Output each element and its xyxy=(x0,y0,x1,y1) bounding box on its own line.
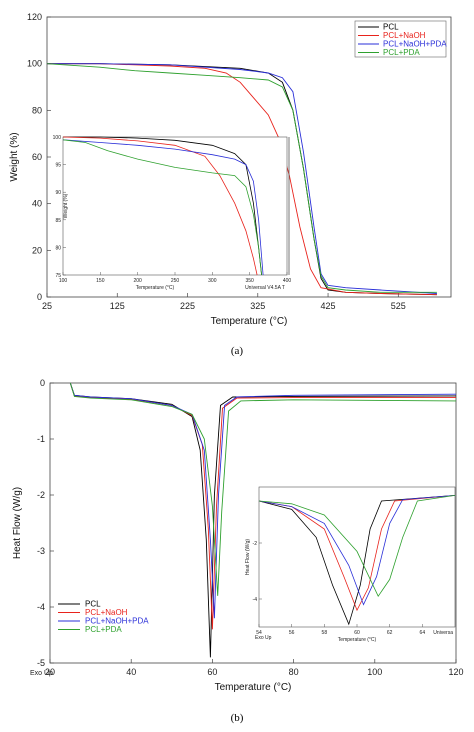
inset-x-tick-label: 250 xyxy=(171,278,180,284)
inset-series-line-pcl-naoh xyxy=(258,495,456,612)
caption-b: (b) xyxy=(231,712,244,724)
y-tick-label: 0 xyxy=(40,378,45,388)
y-tick-label: 120 xyxy=(27,12,42,22)
y-tick-label: 100 xyxy=(27,59,42,69)
legend-label: PCL+NaOH xyxy=(383,31,426,40)
y-axis-label: Weight (%) xyxy=(9,132,20,181)
inset-x-tick-label: 300 xyxy=(208,278,217,284)
inset-y-axis-label: Weight (%) xyxy=(63,193,69,218)
caption-a: (a) xyxy=(231,345,244,357)
x-tick-label: 80 xyxy=(289,667,299,677)
legend-label: PCL+NaOH xyxy=(85,608,128,617)
inset-y-tick-label: -4 xyxy=(253,597,258,603)
panel-b: 0 -1 -2 -3 -4 -520 40 60 80 100 120 Temperature (°C… xyxy=(12,378,464,724)
inset-series-line-pcl-naoh xyxy=(62,136,258,276)
series-line-pcl-pda xyxy=(69,382,457,596)
inset-frame xyxy=(258,486,456,628)
inset-x-tick-label: 100 xyxy=(59,278,68,284)
inset-x-tick-label: 400 xyxy=(283,278,292,284)
y-tick-label: -1 xyxy=(37,434,45,444)
x-tick-label: 225 xyxy=(180,301,195,311)
exo-up-note: Exo Up xyxy=(30,670,53,677)
x-tick-label: 100 xyxy=(367,667,382,677)
inset-note: Universal V4.5A T xyxy=(245,285,285,291)
inset-x-tick-label: 56 xyxy=(289,630,295,636)
y-tick-label: 20 xyxy=(32,245,42,255)
series-line-pcl-naoh-pda xyxy=(69,382,457,619)
series-line-pcl-pda xyxy=(46,63,437,293)
y-tick-label: -4 xyxy=(37,602,45,612)
inset-exo-up-note: Exo Up xyxy=(255,635,272,641)
inset-x-tick-label: 60 xyxy=(354,630,360,636)
inset-x-axis-label: Temperature (°C) xyxy=(136,285,175,291)
x-axis-label: Temperature (°C) xyxy=(215,682,292,693)
panel-a: 0 20 40 60 80 100 120 25 125 225 325 425 525 Temperat… xyxy=(9,12,452,357)
inset-series-line-pcl-naoh-pda xyxy=(258,495,456,606)
legend-label: PCL+NaOH+PDA xyxy=(383,40,447,49)
y-tick-label: -5 xyxy=(37,658,45,668)
x-tick-label: 25 xyxy=(42,301,52,311)
y-tick-label: -3 xyxy=(37,546,45,556)
inset-series-line-pcl xyxy=(258,495,456,626)
inset-series-line-pcl-naoh-pda xyxy=(62,139,264,276)
inset-frame xyxy=(62,136,288,276)
y-tick-label: 80 xyxy=(32,105,42,115)
legend-label: PCL+NaOH+PDA xyxy=(85,617,149,626)
y-tick-label: 0 xyxy=(37,292,42,302)
inset-y-tick-label: 80 xyxy=(55,245,61,251)
inset-series-line-pcl-pda xyxy=(258,495,456,598)
series-line-pcl-naoh-pda xyxy=(47,63,437,294)
series-line-pcl-naoh xyxy=(47,63,437,296)
legend-label: PCL xyxy=(85,600,101,609)
legend-label: PCL+PDA xyxy=(85,625,122,634)
inset-x-tick-label: 54 xyxy=(256,630,262,636)
x-axis-label: Temperature (°C) xyxy=(211,316,288,327)
inset-y-tick-label: 85 xyxy=(55,218,61,224)
inset-y-tick-label: 90 xyxy=(55,190,61,196)
inset-x-tick-label: 64 xyxy=(420,630,426,636)
inset-x-tick-label: 62 xyxy=(387,630,393,636)
inset-y-tick-label: 100 xyxy=(53,135,62,141)
inset-x-tick-label: 200 xyxy=(133,278,142,284)
legend-label: PCL+PDA xyxy=(383,48,420,57)
inset-y-tick-label: -2 xyxy=(253,541,258,547)
y-tick-label: 40 xyxy=(32,199,42,209)
x-tick-label: 40 xyxy=(126,667,136,677)
inset-b: 54 56 58 60 62 64 -2 -4 Temperature (°C) Heat Flo… xyxy=(245,486,456,643)
inset-x-tick-label: 350 xyxy=(245,278,254,284)
inset-note: Universa xyxy=(433,630,453,636)
inset-y-tick-label: 95 xyxy=(55,163,61,169)
inset-y-axis-label: Heat Flow (W/g) xyxy=(245,539,251,575)
inset-series-line-pcl xyxy=(63,136,262,276)
x-tick-label: 125 xyxy=(110,301,125,311)
y-axis-label: Heat Flow (W/g) xyxy=(12,487,23,559)
inset-x-axis-label: Temperature (°C) xyxy=(338,637,377,643)
inset-x-tick-label: 150 xyxy=(96,278,105,284)
x-tick-label: 60 xyxy=(207,667,217,677)
y-tick-label: 60 xyxy=(32,152,42,162)
inset-a: 100 150 200 250 300 350 400 75 80 85 90 95 100 Temper… xyxy=(53,135,292,291)
inset-y-tick-label: 75 xyxy=(55,273,61,279)
inset-x-tick-label: 58 xyxy=(322,630,328,636)
x-tick-label: 20 xyxy=(45,667,55,677)
legend-label: PCL xyxy=(383,23,399,32)
inset-series-line-pcl-pda xyxy=(62,139,262,276)
x-tick-label: 525 xyxy=(391,301,406,311)
y-tick-label: -2 xyxy=(37,490,45,500)
x-tick-label: 120 xyxy=(448,667,463,677)
x-tick-label: 425 xyxy=(321,301,336,311)
series-line-pcl-naoh xyxy=(69,382,456,630)
x-tick-label: 325 xyxy=(250,301,265,311)
